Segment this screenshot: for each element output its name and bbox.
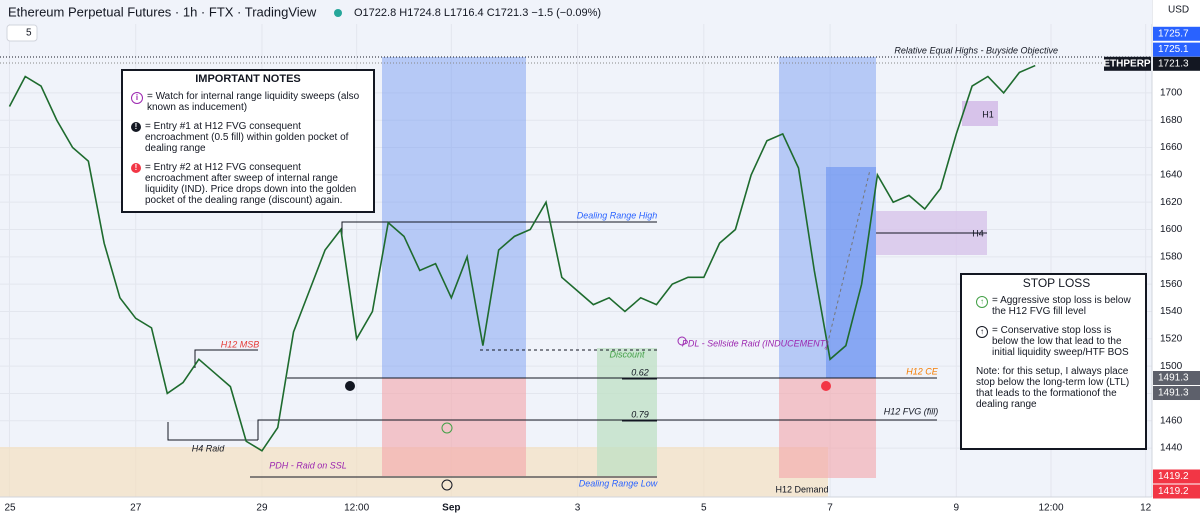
note-text: = Watch for internal range liquidity swe…: [147, 91, 360, 113]
currency: USD: [1168, 5, 1189, 16]
x-tick-label: 25: [4, 503, 16, 514]
note: ! = Entry #2 at H12 FVG consequent encroa…: [131, 162, 365, 206]
price-marker-label: 1725.1: [1158, 44, 1189, 55]
annotation: H12 CE: [906, 366, 939, 376]
annotation: Relative Equal Highs - Buyside Objective: [894, 45, 1058, 55]
symbol-title: Ethereum Perpetual Futures · 1h · FTX · …: [8, 4, 317, 19]
annotation: H12 MSB: [221, 339, 260, 349]
notes-box: IMPORTANT NOTES i = Watch for internal ra…: [121, 69, 375, 213]
stop-title: STOP LOSS: [1022, 276, 1091, 290]
annotation: 0.79: [631, 409, 649, 419]
axes: 1440146014801500152015401560158016001620…: [4, 26, 1200, 514]
annotation: H12 FVG (fill): [884, 406, 939, 416]
y-tick-label: 1580: [1160, 251, 1183, 262]
annotation: Dealing Range Low: [579, 478, 658, 488]
stop-note: Note: for this setup, I always place sto…: [976, 366, 1137, 410]
price-marker: [1153, 56, 1200, 71]
y-tick-label: 1520: [1160, 333, 1183, 344]
drawings: [0, 56, 1152, 478]
stop-text: Note: for this setup, I always place sto…: [976, 366, 1130, 410]
annotation: Dealing Range High: [577, 210, 658, 220]
stop-icon: [441, 422, 453, 434]
price-marker: [1153, 42, 1200, 57]
x-tick-label: 27: [130, 503, 142, 514]
zone-fvg: [382, 378, 526, 476]
x-tick-label: Sep: [442, 503, 460, 514]
price-marker: [1153, 484, 1200, 499]
indicator-toggle[interactable]: [6, 24, 38, 42]
annotation: H4: [972, 228, 984, 238]
zone-demand: [779, 378, 876, 478]
stop-icon: [441, 479, 453, 491]
y-tick-label: 1640: [1160, 170, 1183, 181]
x-tick-label: 12:00: [344, 503, 369, 514]
note: i = Watch for internal range liquidity sw…: [131, 91, 365, 113]
time-axis: [0, 497, 1200, 516]
x-tick-label: 9: [954, 503, 960, 514]
status-dot: [334, 9, 342, 17]
y-tick-label: 1440: [1160, 443, 1183, 454]
series-label: ETHPERP: [1103, 58, 1151, 69]
y-tick-label: 1680: [1160, 115, 1183, 126]
price-line: [8, 64, 1036, 452]
y-tick-label: 1460: [1160, 415, 1183, 426]
notes-title: IMPORTANT NOTES: [195, 73, 301, 85]
note: ! = Entry #1 at H12 FVG consequent encroa…: [131, 121, 365, 154]
y-tick-label: 1560: [1160, 279, 1183, 290]
y-tick-label: 1540: [1160, 306, 1183, 317]
zone-entry: [826, 167, 876, 378]
price-marker-label: 1491.3: [1158, 388, 1189, 399]
zone-premium-2: [779, 57, 876, 378]
price-marker-label: 1721.3: [1158, 58, 1189, 69]
annotation: Discount: [609, 349, 645, 359]
stop-text: = Conservative stop loss is below the lo…: [992, 325, 1129, 358]
x-tick-label: 5: [701, 503, 707, 514]
y-tick-label: 1500: [1160, 361, 1183, 372]
price-layer: [8, 64, 1036, 452]
price-marker-label: 1419.2: [1158, 471, 1189, 482]
y-tick-label: 1620: [1160, 197, 1183, 208]
price-marker-label: 1419.2: [1158, 486, 1189, 497]
price-marker-label: 1725.7: [1158, 28, 1189, 39]
zone-h1: [962, 101, 998, 126]
y-tick-label: 1660: [1160, 142, 1183, 153]
price-marker: [1153, 386, 1200, 401]
x-tick-label: 12:00: [1038, 503, 1063, 514]
stop-loss-box: STOP LOSS ↑ = Aggressive stop loss is bel…: [960, 273, 1147, 450]
x-tick-label: 7: [827, 503, 833, 514]
price-marker: [1153, 371, 1200, 386]
x-tick-label: 29: [256, 503, 268, 514]
y-tick-label: 1600: [1160, 224, 1183, 235]
annotation: H1: [982, 109, 994, 119]
indicator-count: 5: [26, 28, 32, 39]
series-label-bg: [1104, 56, 1151, 71]
price-axis: [1152, 0, 1200, 516]
annotation: PDH - Raid on SSL: [269, 460, 347, 470]
annotation: 0.62: [631, 367, 649, 377]
stop-note: ↑ = Aggressive stop loss is below the H12…: [976, 295, 1137, 317]
entry-icon: [821, 381, 831, 391]
bulb-icon: [677, 336, 687, 346]
zone-premium: [382, 57, 526, 378]
y-tick-label: 1700: [1160, 88, 1183, 99]
ohlc: O1722.8 H1724.8 L1716.4 C1721.3 −1.5 (−0…: [354, 7, 601, 19]
entry-icon: [345, 381, 355, 391]
stop-text: = Aggressive stop loss is below the H12 …: [992, 295, 1131, 317]
annotation: H4 Raid: [192, 443, 226, 453]
x-tick-label: 3: [575, 503, 581, 514]
x-tick-label: 12: [1140, 503, 1152, 514]
note-text: = Entry #2 at H12 FVG consequent encroac…: [145, 162, 357, 206]
price-marker-label: 1491.3: [1158, 373, 1189, 384]
zone-discount: [597, 348, 657, 476]
annotation: H12 Demand: [775, 484, 828, 494]
price-marker: [1153, 26, 1200, 41]
header-bg: [0, 0, 1152, 24]
price-marker: [1153, 469, 1200, 484]
stop-note: ↑ = Conservative stop loss is below the l…: [976, 325, 1137, 358]
annotation: PDL - Sellside Raid (INDUCEMENT): [682, 338, 828, 348]
note-text: = Entry #1 at H12 FVG consequent encroac…: [145, 121, 349, 154]
